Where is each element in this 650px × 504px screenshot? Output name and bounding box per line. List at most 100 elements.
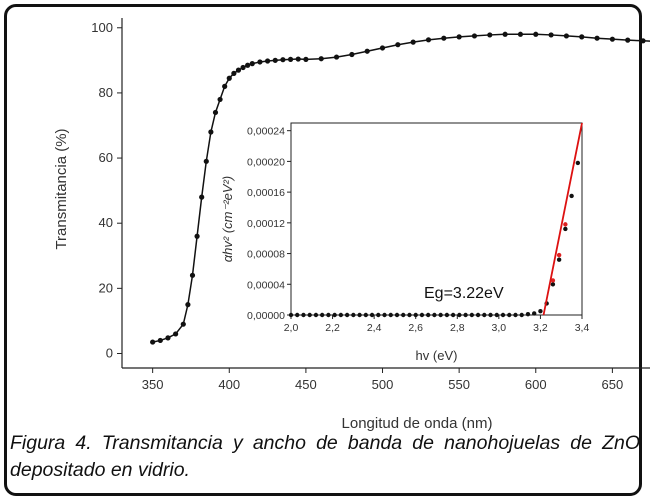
data-point <box>226 75 232 81</box>
data-point <box>456 34 462 40</box>
y-tick-label: 0,00016 <box>247 187 285 199</box>
data-point <box>469 312 475 318</box>
data-point <box>280 57 286 63</box>
data-point <box>432 312 437 318</box>
data-point <box>419 312 425 318</box>
data-point <box>235 67 242 73</box>
data-point <box>287 56 294 62</box>
data-point <box>388 312 393 318</box>
data-point <box>157 337 163 344</box>
data-point <box>249 61 255 67</box>
x-tick-label: 650 <box>602 377 624 392</box>
x-tick-label: 450 <box>295 377 317 392</box>
data-point <box>349 51 355 58</box>
x-tick-label: 500 <box>372 377 394 392</box>
data-point <box>533 31 539 37</box>
data-point <box>222 83 228 89</box>
outer-chart: 350400450500550600650700020406080100Long… <box>53 18 650 432</box>
data-point <box>579 34 585 40</box>
series-line <box>152 33 650 343</box>
data-point <box>575 160 581 166</box>
data-point <box>407 312 412 318</box>
data-point <box>231 70 237 76</box>
data-point <box>519 312 524 318</box>
data-point <box>217 96 223 103</box>
data-point <box>338 312 344 318</box>
data-point <box>208 129 214 135</box>
data-point <box>173 331 179 337</box>
data-point <box>517 31 524 37</box>
data-point <box>550 278 556 283</box>
data-point <box>513 312 518 318</box>
data-point <box>295 56 301 62</box>
x-tick-label: 600 <box>525 377 547 392</box>
data-point <box>212 109 219 116</box>
data-point <box>640 38 646 44</box>
x-tick-label: 3,4 <box>575 322 590 334</box>
data-point <box>165 335 171 341</box>
x-tick-label: 2,0 <box>284 322 299 334</box>
y-tick-label: 40 <box>99 215 113 230</box>
data-point <box>450 312 456 318</box>
y-tick-label: 0,00008 <box>247 249 285 261</box>
data-point <box>438 312 443 318</box>
data-point <box>441 35 447 41</box>
data-point <box>594 35 600 41</box>
y-tick-label: 0,00024 <box>247 126 285 138</box>
data-point <box>307 312 312 318</box>
x-axis-label: Longitud de onda (nm) <box>342 415 493 432</box>
fit-line <box>542 122 583 316</box>
data-point <box>413 312 418 318</box>
figure-frame <box>4 4 642 496</box>
data-point <box>487 32 493 38</box>
data-point <box>203 158 209 164</box>
data-point <box>395 42 401 48</box>
y-tick-label: 0,00012 <box>247 218 285 230</box>
y-tick-label: 20 <box>99 280 113 295</box>
data-point <box>394 312 400 318</box>
data-point <box>332 312 337 318</box>
data-point <box>548 32 554 38</box>
data-point <box>471 33 478 39</box>
data-point <box>245 62 251 68</box>
x-tick-label: 2,4 <box>367 322 382 334</box>
data-point <box>475 312 481 318</box>
data-point <box>425 312 431 318</box>
data-point <box>240 64 246 71</box>
x-tick-label: 400 <box>218 377 240 392</box>
x-tick-label: 3,0 <box>492 322 507 334</box>
data-point <box>625 37 631 43</box>
data-point <box>538 308 543 314</box>
data-point <box>463 312 468 318</box>
data-point <box>326 312 331 318</box>
inset-background <box>291 123 582 315</box>
y-axis-label: αhv² (cm⁻²eV²) <box>220 176 235 263</box>
data-point <box>194 233 200 239</box>
data-point <box>369 312 375 318</box>
data-point <box>482 312 487 318</box>
data-point <box>257 59 263 65</box>
data-point <box>344 312 350 318</box>
data-point <box>357 312 362 318</box>
data-point <box>609 36 615 42</box>
data-point <box>444 312 450 318</box>
y-tick-label: 60 <box>99 150 113 165</box>
data-point <box>185 302 191 308</box>
inset-chart: 2,0 2,2 2,4 2,6 2,8 3,0 3,2 3,4 0,00000 0,00004 0,… <box>220 122 590 363</box>
y-tick-label: 0,00000 <box>247 310 285 322</box>
data-point <box>500 312 506 318</box>
data-point <box>507 312 512 318</box>
x-tick-label: 2,8 <box>450 322 465 334</box>
data-point <box>363 312 369 318</box>
data-point <box>333 54 340 60</box>
data-point <box>272 57 278 63</box>
data-point <box>318 56 324 62</box>
x-tick-label: 550 <box>448 377 470 392</box>
x-tick-label: 2,2 <box>325 322 340 334</box>
figure-caption: Figura 4. Transmitancia y ancho de banda… <box>10 432 640 481</box>
bandgap-annotation: Eg=3.22eV <box>424 285 504 302</box>
data-point <box>563 226 568 232</box>
x-axis-label: hv (eV) <box>416 348 458 363</box>
data-point <box>295 312 300 318</box>
